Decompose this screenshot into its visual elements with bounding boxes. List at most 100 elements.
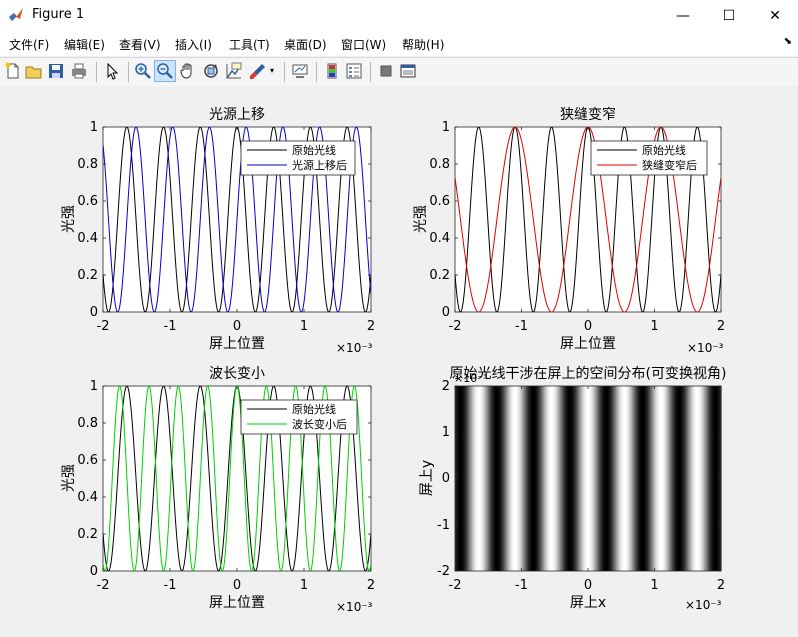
show-plot-tools-icon[interactable] [398, 61, 418, 81]
heatmap-cell [675, 386, 677, 571]
heatmap-cell [581, 386, 583, 571]
heatmap-cell [554, 386, 556, 571]
heatmap-cell [635, 386, 637, 571]
y-tick-marks [455, 126, 721, 313]
y-tick-label: 1 [90, 120, 98, 135]
heatmap-cell [478, 386, 480, 571]
dock-arrow-icon[interactable]: ⬊ [783, 36, 792, 47]
heatmap-cell [471, 386, 473, 571]
y-tick-label: 1 [442, 425, 450, 440]
pointer-icon[interactable] [102, 61, 122, 81]
hide-plot-tools-icon[interactable] [376, 61, 396, 81]
heatmap-cell [609, 386, 611, 571]
print-icon[interactable] [69, 61, 89, 81]
heatmap-cell [711, 386, 713, 571]
heatmap-cell [667, 386, 669, 571]
y-tick-label: -2 [437, 564, 450, 579]
brush-dropdown-icon[interactable]: ▾ [270, 66, 275, 75]
heatmap-cell [534, 386, 536, 571]
toolbar-separator [96, 62, 97, 82]
menu-desktop[interactable]: 桌面(D) [284, 38, 327, 52]
heatmap-cell [631, 386, 633, 571]
x-tick-label: -2 [449, 319, 462, 334]
heatmap-cell [544, 386, 546, 571]
y-tick-label: 0 [90, 564, 98, 579]
heatmap-cell [616, 386, 618, 571]
heatmap-cell [525, 386, 527, 571]
heatmap-cell [547, 386, 549, 571]
heatmap-cell [522, 386, 524, 571]
heatmap-cell [699, 386, 701, 571]
pan-icon[interactable] [178, 61, 198, 81]
minimize-button[interactable]: — [660, 0, 706, 31]
heatmap-cell [509, 386, 511, 571]
legend[interactable]: 原始光线 狭缝变窄后 [590, 140, 708, 176]
heatmap-cell [704, 386, 706, 571]
x-axis-label: 屏上位置 [209, 595, 265, 611]
subplot-narrow-slit[interactable]: -2 -1 0 1 2 0 0.2 0.4 0.6 0.8 1 狭缝变窄 屏上位… [413, 106, 725, 355]
subplot-title: 光源上移 [209, 107, 265, 123]
heatmap-cell [498, 386, 500, 571]
x-tick-label: 1 [300, 319, 308, 334]
heatmap-cell [551, 386, 553, 571]
heatmap-cell [485, 386, 487, 571]
heatmap-cell [652, 386, 654, 571]
heatmap-cell [614, 386, 616, 571]
legend[interactable]: 原始光线 光源上移后 [240, 140, 356, 176]
insert-legend-icon[interactable] [344, 61, 364, 81]
subplot-shorter-wavelength[interactable]: -2 -1 0 1 2 0 0.2 0.4 0.6 0.8 1 波长变小 屏上位… [61, 366, 375, 614]
heatmap-cell [511, 386, 513, 571]
heatmap-cell [552, 386, 554, 571]
menu-tools[interactable]: 工具(T) [229, 38, 270, 52]
save-icon[interactable] [46, 61, 66, 81]
menu-view[interactable]: 查看(V) [119, 38, 161, 52]
insert-colorbar-icon[interactable] [322, 61, 342, 81]
x-tick-marks [454, 127, 722, 312]
y-axis-label: 光强 [61, 464, 77, 492]
rotate-3d-icon[interactable] [201, 61, 221, 81]
heatmap-cell [578, 386, 580, 571]
heatmap-cell [624, 386, 626, 571]
new-figure-icon[interactable] [3, 61, 23, 81]
heatmap-cell [575, 386, 577, 571]
y-tick-marks [103, 126, 371, 313]
heatmap-cell [590, 386, 592, 571]
subplot-light-source-shift[interactable]: -2 -1 0 1 2 0 0.2 0.4 0.6 0.8 1 光源上移 屏上位… [61, 107, 375, 355]
menu-insert[interactable]: 插入(I) [175, 38, 212, 52]
heatmap-cell [533, 386, 535, 571]
menu-window[interactable]: 窗口(W) [341, 38, 387, 52]
zoom-in-icon[interactable] [133, 61, 153, 81]
link-plot-icon[interactable] [290, 61, 310, 81]
heatmap-cell [493, 386, 495, 571]
close-button[interactable]: ✕ [752, 0, 798, 31]
menu-edit[interactable]: 编辑(E) [64, 38, 105, 52]
heatmap-cell [501, 386, 503, 571]
heatmap-cell [650, 386, 652, 571]
heatmap-cell [684, 386, 686, 571]
maximize-button[interactable]: ☐ [706, 0, 752, 31]
heatmap-cell [477, 386, 479, 571]
heatmap-cell [623, 386, 625, 571]
heatmap-cell [518, 386, 520, 571]
y-tick-marks [455, 385, 721, 572]
heatmap-cell [462, 386, 464, 571]
x-tick-marks [454, 386, 722, 571]
heatmap-cell [669, 386, 671, 571]
open-file-icon[interactable] [24, 61, 44, 81]
brush-icon[interactable] [248, 61, 268, 81]
legend[interactable]: 原始光线 波长变小后 [240, 399, 358, 435]
menu-help[interactable]: 帮助(H) [402, 38, 445, 52]
menu-file[interactable]: 文件(F) [9, 38, 50, 52]
heatmap-cell [696, 386, 698, 571]
heatmap-cell [527, 386, 529, 571]
heatmap-cell [620, 386, 622, 571]
figure-canvas[interactable]: -2 -1 0 1 2 0 0.2 0.4 0.6 0.8 1 光源上移 屏上位… [0, 86, 798, 633]
zoom-out-icon[interactable] [154, 60, 176, 82]
heatmap-cell [468, 386, 470, 571]
heatmap-cell [655, 386, 657, 571]
y-axis-label: 光强 [413, 205, 429, 233]
heatmap-cell [470, 386, 472, 571]
data-cursor-icon[interactable] [224, 61, 244, 81]
heatmap-cell [710, 386, 712, 571]
subplot-interference-pattern[interactable]: -2 -1 0 1 2 -2 -1 0 1 2 ×10⁻³ 原始光线干涉在屏上的… [419, 365, 726, 612]
